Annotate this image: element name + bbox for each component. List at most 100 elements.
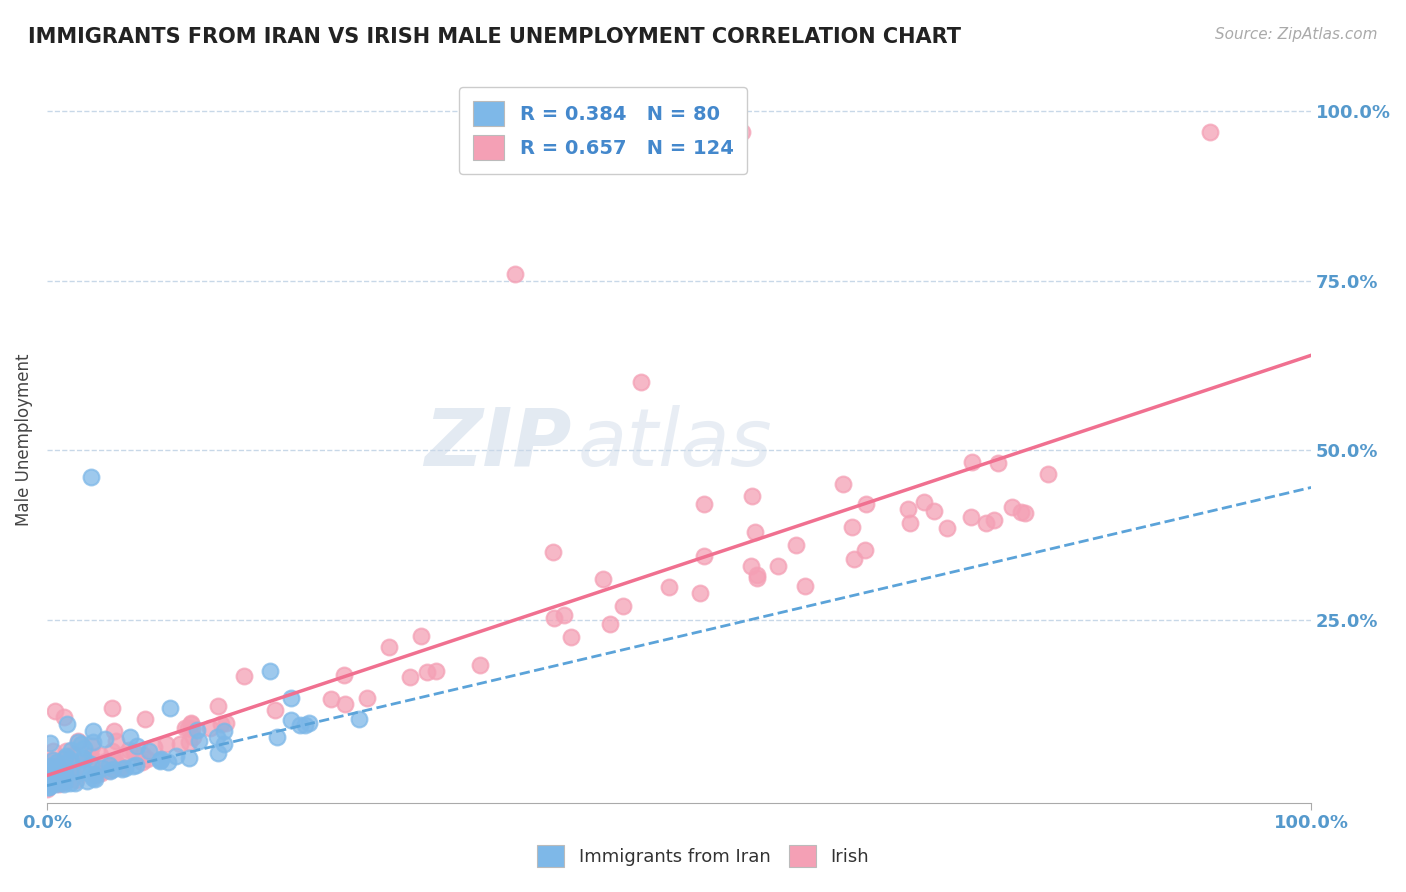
- Point: [176, 721, 198, 735]
- Point: [55, 767, 77, 781]
- Point: [693, 497, 716, 511]
- Point: [745, 567, 768, 582]
- Point: [731, 125, 754, 139]
- Point: [740, 559, 762, 574]
- Point: [136, 752, 159, 766]
- Point: [101, 700, 124, 714]
- Text: ZIP: ZIP: [425, 405, 572, 483]
- Point: [630, 376, 652, 390]
- Point: [832, 477, 855, 491]
- Point: [468, 657, 491, 672]
- Point: [233, 669, 256, 683]
- Point: [794, 579, 817, 593]
- Point: [165, 748, 187, 763]
- Point: [72, 752, 94, 766]
- Point: [159, 701, 181, 715]
- Point: [131, 748, 153, 763]
- Point: [155, 737, 177, 751]
- Point: [180, 717, 202, 731]
- Point: [42, 743, 65, 757]
- Point: [38, 773, 60, 788]
- Point: [104, 734, 127, 748]
- Point: [60, 761, 83, 775]
- Point: [103, 759, 125, 773]
- Point: [94, 755, 117, 769]
- Point: [59, 743, 82, 757]
- Point: [70, 737, 93, 751]
- Point: [180, 722, 202, 736]
- Point: [785, 537, 807, 551]
- Point: [356, 691, 378, 706]
- Point: [177, 735, 200, 749]
- Point: [553, 608, 575, 623]
- Point: [98, 758, 121, 772]
- Point: [188, 734, 211, 748]
- Point: [46, 768, 69, 782]
- Point: [693, 549, 716, 564]
- Point: [983, 513, 1005, 527]
- Point: [200, 721, 222, 735]
- Point: [157, 755, 180, 769]
- Point: [82, 735, 104, 749]
- Point: [83, 768, 105, 782]
- Point: [110, 760, 132, 774]
- Point: [59, 753, 82, 767]
- Point: [104, 753, 127, 767]
- Point: [41, 753, 63, 767]
- Text: atlas: atlas: [578, 405, 773, 483]
- Point: [90, 761, 112, 775]
- Point: [37, 776, 59, 790]
- Point: [143, 739, 166, 754]
- Y-axis label: Male Unemployment: Male Unemployment: [15, 354, 32, 526]
- Point: [416, 665, 439, 679]
- Point: [411, 629, 433, 643]
- Point: [37, 780, 59, 794]
- Point: [114, 747, 136, 761]
- Point: [42, 760, 65, 774]
- Point: [266, 730, 288, 744]
- Point: [53, 776, 76, 790]
- Point: [44, 704, 66, 718]
- Point: [83, 766, 105, 780]
- Point: [111, 762, 134, 776]
- Point: [86, 767, 108, 781]
- Point: [298, 716, 321, 731]
- Point: [80, 756, 103, 771]
- Point: [65, 763, 87, 777]
- Point: [66, 758, 89, 772]
- Point: [46, 776, 69, 790]
- Point: [960, 455, 983, 469]
- Point: [98, 764, 121, 779]
- Point: [53, 775, 76, 789]
- Point: [689, 585, 711, 599]
- Point: [38, 779, 60, 793]
- Point: [39, 736, 62, 750]
- Point: [62, 771, 84, 785]
- Point: [377, 640, 399, 654]
- Point: [42, 771, 65, 785]
- Point: [114, 761, 136, 775]
- Point: [169, 737, 191, 751]
- Point: [72, 750, 94, 764]
- Point: [65, 772, 87, 787]
- Point: [121, 759, 143, 773]
- Point: [80, 748, 103, 763]
- Point: [65, 775, 87, 789]
- Point: [912, 495, 935, 509]
- Point: [53, 710, 76, 724]
- Point: [90, 766, 112, 780]
- Point: [37, 781, 59, 796]
- Point: [103, 762, 125, 776]
- Point: [56, 717, 79, 731]
- Point: [841, 519, 863, 533]
- Point: [89, 747, 111, 762]
- Point: [936, 520, 959, 534]
- Point: [399, 670, 422, 684]
- Point: [67, 733, 90, 747]
- Point: [844, 552, 866, 566]
- Point: [46, 759, 69, 773]
- Point: [186, 723, 208, 738]
- Point: [599, 616, 621, 631]
- Point: [120, 730, 142, 744]
- Point: [212, 737, 235, 751]
